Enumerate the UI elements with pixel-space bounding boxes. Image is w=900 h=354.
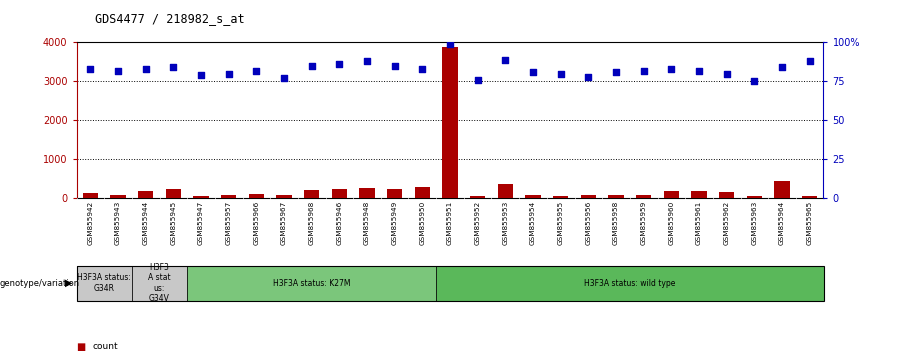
Bar — [111, 195, 126, 198]
FancyBboxPatch shape — [131, 266, 187, 301]
Point — [111, 68, 125, 73]
Point — [775, 64, 789, 70]
Bar — [608, 195, 624, 198]
Bar — [747, 195, 762, 198]
Point — [221, 71, 236, 76]
Text: GSM855968: GSM855968 — [309, 200, 315, 245]
Bar — [636, 195, 652, 198]
Bar — [443, 47, 457, 198]
Bar — [554, 195, 568, 198]
Bar — [470, 196, 485, 198]
Bar — [719, 192, 734, 198]
Bar — [332, 189, 347, 198]
Point — [388, 63, 402, 69]
Text: ■: ■ — [76, 342, 86, 352]
Text: GSM855942: GSM855942 — [87, 200, 94, 245]
Bar — [498, 184, 513, 198]
Text: GSM855948: GSM855948 — [364, 200, 370, 245]
Text: GSM855949: GSM855949 — [392, 200, 398, 245]
Bar — [248, 194, 264, 198]
Bar — [194, 196, 209, 198]
Text: GSM855947: GSM855947 — [198, 200, 204, 245]
Bar — [221, 195, 237, 198]
Text: GSM855959: GSM855959 — [641, 200, 647, 245]
FancyBboxPatch shape — [76, 266, 131, 301]
Point — [332, 62, 347, 67]
Text: H3F3A status: K27M: H3F3A status: K27M — [273, 279, 350, 288]
Point — [719, 71, 733, 76]
Point — [277, 75, 292, 81]
Point — [166, 64, 181, 70]
Point — [692, 68, 706, 73]
Point — [581, 74, 596, 80]
Bar — [166, 189, 181, 198]
Bar — [663, 191, 679, 198]
Point — [194, 72, 208, 78]
Bar — [276, 195, 292, 198]
Text: GSM855965: GSM855965 — [806, 200, 813, 245]
Text: GDS4477 / 218982_s_at: GDS4477 / 218982_s_at — [94, 12, 244, 25]
Text: GSM855966: GSM855966 — [253, 200, 259, 245]
Text: GSM855963: GSM855963 — [752, 200, 757, 245]
Point — [360, 58, 374, 64]
Point — [471, 77, 485, 83]
Text: H3F3A status:
G34R: H3F3A status: G34R — [77, 274, 131, 293]
Point — [664, 66, 679, 72]
Text: genotype/variation: genotype/variation — [0, 279, 80, 288]
Point — [526, 69, 540, 75]
Point — [415, 66, 429, 72]
Text: GSM855952: GSM855952 — [474, 200, 481, 245]
Bar — [691, 191, 707, 198]
Bar — [774, 181, 789, 198]
Point — [139, 66, 153, 72]
Bar — [802, 196, 817, 198]
Bar — [304, 190, 320, 198]
Text: ▶: ▶ — [65, 278, 72, 288]
Point — [498, 57, 512, 62]
Point — [304, 63, 319, 69]
Text: GSM855953: GSM855953 — [502, 200, 508, 245]
Text: H3F3A status: wild type: H3F3A status: wild type — [584, 279, 676, 288]
Text: GSM855945: GSM855945 — [170, 200, 176, 245]
Text: GSM855946: GSM855946 — [337, 200, 342, 245]
Point — [747, 79, 761, 84]
Text: GSM855964: GSM855964 — [779, 200, 785, 245]
Text: GSM855944: GSM855944 — [143, 200, 148, 245]
Bar — [387, 189, 402, 198]
Point — [83, 66, 97, 72]
Text: GSM855958: GSM855958 — [613, 200, 619, 245]
Text: GSM855962: GSM855962 — [724, 200, 730, 245]
Point — [636, 68, 651, 73]
Text: GSM855956: GSM855956 — [585, 200, 591, 245]
Text: GSM855960: GSM855960 — [669, 200, 674, 245]
Text: H3F3
A stat
us:
G34V: H3F3 A stat us: G34V — [148, 263, 171, 303]
Text: GSM855955: GSM855955 — [558, 200, 563, 245]
Point — [554, 71, 568, 76]
Text: count: count — [93, 342, 118, 352]
Bar — [526, 195, 541, 198]
Bar — [359, 188, 374, 198]
Text: GSM855957: GSM855957 — [226, 200, 231, 245]
Bar — [580, 195, 596, 198]
FancyBboxPatch shape — [436, 266, 824, 301]
Point — [249, 68, 264, 73]
Point — [803, 58, 817, 64]
Bar — [83, 193, 98, 198]
Text: GSM855950: GSM855950 — [419, 200, 426, 245]
Point — [608, 69, 623, 75]
Text: GSM855943: GSM855943 — [115, 200, 121, 245]
FancyBboxPatch shape — [187, 266, 436, 301]
Text: GSM855961: GSM855961 — [696, 200, 702, 245]
Text: GSM855954: GSM855954 — [530, 200, 536, 245]
Text: GSM855967: GSM855967 — [281, 200, 287, 245]
Bar — [138, 191, 153, 198]
Point — [443, 41, 457, 47]
Text: GSM855951: GSM855951 — [447, 200, 453, 245]
Bar — [415, 187, 430, 198]
